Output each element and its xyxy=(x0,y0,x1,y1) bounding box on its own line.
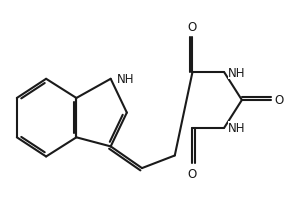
Text: NH: NH xyxy=(228,66,246,79)
Text: O: O xyxy=(188,167,197,180)
Text: NH: NH xyxy=(228,122,246,135)
Text: NH: NH xyxy=(117,73,135,86)
Text: O: O xyxy=(188,21,197,34)
Text: O: O xyxy=(275,94,284,107)
